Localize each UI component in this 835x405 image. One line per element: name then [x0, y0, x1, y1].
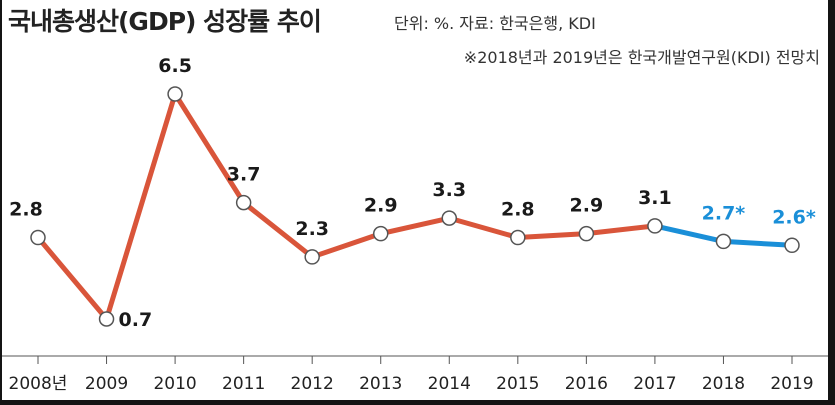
x-tick-label: 2013: [359, 374, 402, 394]
chart-panel: 국내총생산(GDP) 성장률 추이 단위: %. 자료: 한국은행, KDI ※…: [2, 0, 828, 400]
actual-line-segment: [446, 215, 521, 241]
data-label: 2.9: [364, 195, 398, 217]
x-tick-label: 2018: [702, 374, 745, 394]
data-label: 3.3: [432, 179, 466, 201]
data-label: 2.8: [9, 199, 43, 221]
x-tick-label: 2019: [770, 374, 813, 394]
x-tick-label: 2010: [153, 374, 196, 394]
actual-line-segment: [378, 215, 452, 237]
chart-note: ※2018년과 2019년은 한국개발연구원(KDI) 전망치: [464, 48, 820, 67]
data-point: [510, 229, 526, 246]
data-point: [304, 249, 320, 265]
data-label: 2.7*: [702, 202, 746, 224]
data-label: 3.7: [227, 164, 261, 186]
x-tick-label: 2017: [633, 374, 676, 394]
data-label: 3.1: [638, 187, 672, 209]
actual-line-segment: [515, 231, 589, 241]
x-axis-labels: 2008년 2009 2010 2011 2012 2013 2014 2015 2016 201…: [9, 374, 814, 394]
data-point: [372, 225, 389, 242]
data-point: [98, 311, 115, 327]
chart-source: 단위: %. 자료: 한국은행, KDI: [394, 14, 596, 33]
data-label: 0.7: [119, 309, 153, 331]
data-point: [235, 194, 252, 211]
x-tick-label: 2008년: [9, 374, 68, 394]
actual-line-segment: [583, 223, 658, 237]
x-tick-label: 2014: [428, 374, 471, 394]
data-point: [441, 210, 458, 226]
x-tick-label: 2009: [85, 374, 128, 394]
projected-line-segment: [652, 223, 726, 244]
actual-line-segment: [104, 91, 178, 322]
x-tick-label: 2012: [291, 374, 334, 394]
chart-title: 국내총생산(GDP) 성장률 추이: [8, 7, 321, 36]
series-lines: [35, 91, 795, 322]
gdp-growth-chart: 국내총생산(GDP) 성장률 추이 단위: %. 자료: 한국은행, KDI ※…: [2, 7, 828, 394]
x-tick-label: 2015: [496, 374, 539, 394]
x-tick-label: 2011: [222, 374, 265, 394]
data-points: [30, 86, 800, 327]
projected-line-segment: [720, 238, 795, 248]
x-tick-label: 2016: [565, 374, 608, 394]
data-labels: 2.8 0.7 6.5 3.7 2.3 2.9 3.3 2.8 2.9 3.1 2.7* 2.6*: [9, 55, 816, 331]
x-axis-ticks: [37, 356, 793, 364]
actual-line-segment: [172, 91, 247, 206]
data-label: 2.8: [501, 199, 535, 221]
data-label: 2.3: [295, 218, 329, 240]
actual-line-segment: [309, 231, 384, 260]
data-label: 6.5: [158, 55, 192, 77]
data-point: [167, 86, 183, 102]
data-point: [784, 237, 800, 254]
data-point: [578, 225, 595, 242]
data-label: 2.9: [570, 195, 604, 217]
data-point: [715, 233, 732, 250]
data-point: [647, 218, 663, 234]
actual-line-segment: [241, 200, 315, 260]
actual-line-segment: [35, 235, 110, 322]
data-point: [30, 229, 46, 246]
data-label: 2.6*: [772, 206, 816, 228]
